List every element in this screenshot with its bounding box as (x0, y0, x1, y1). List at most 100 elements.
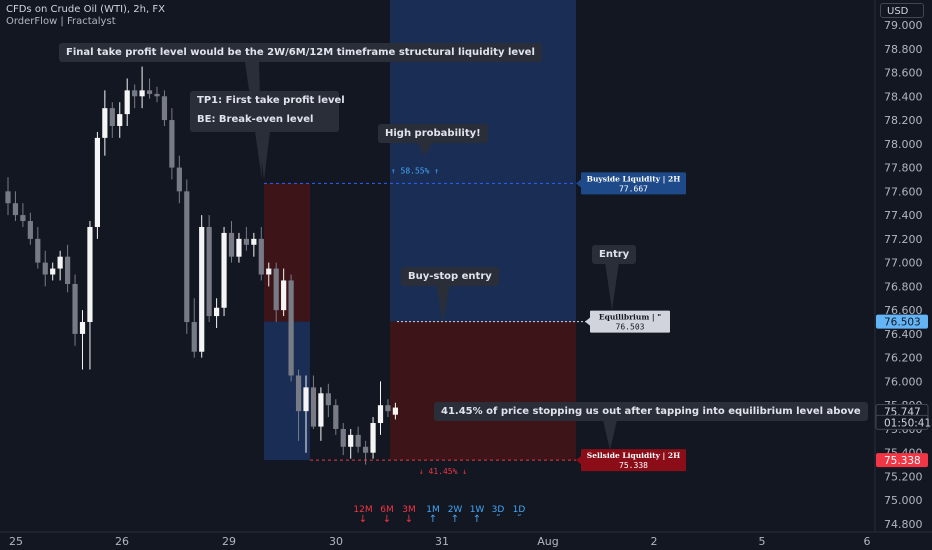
candle-body (12, 203, 19, 216)
price-tick: 74.800 (884, 518, 923, 531)
candle-body (295, 375, 302, 412)
price-tick: 77.000 (884, 257, 923, 270)
timeframe-label: 12M (353, 505, 373, 515)
candle-body (20, 215, 26, 222)
candle-body (50, 268, 56, 275)
timeframe-3d[interactable]: 3D ˝ (487, 505, 509, 525)
tp1-text: TP1: First take profit level (197, 95, 345, 106)
timeframe-6m[interactable]: 6M ↓ (376, 505, 398, 525)
time-tick: Aug (537, 535, 558, 548)
candle-body (325, 393, 331, 406)
annotation-pointer (605, 262, 619, 310)
price-axis: 79.000 78.800 78.600 78.400 78.200 78.000 77.8… (874, 0, 931, 532)
price-tick: 76.200 (884, 352, 923, 365)
price-tick: 77.400 (884, 209, 923, 222)
price-label-bg (876, 314, 928, 329)
timeframe-label: 3M (402, 505, 416, 515)
candle-body (318, 393, 324, 427)
buyside-label-pointer (576, 179, 581, 188)
candle-body (169, 120, 175, 168)
candle-body (191, 322, 197, 352)
timeframe-12m[interactable]: 12M ↓ (352, 505, 374, 525)
liquidity-zones (264, 0, 576, 461)
currency-button[interactable]: USD (880, 3, 924, 18)
timeframe-label: 3D (491, 505, 505, 515)
price-label-bg (875, 414, 929, 430)
timeframe-label: 1D (512, 505, 526, 515)
annotation-pointer (257, 123, 271, 180)
time-tick: 25 (9, 535, 23, 548)
candle-body (348, 434, 354, 447)
candle-body (199, 226, 205, 352)
timeframe-3m[interactable]: 3M ↓ (398, 505, 420, 525)
candle-body (109, 108, 115, 126)
pause-icon: ˝ (516, 514, 522, 525)
price-tick: 77.600 (884, 185, 923, 198)
price-tick: 77.200 (884, 233, 923, 246)
annotation-pointer (418, 143, 432, 156)
price-tick: 78.000 (884, 138, 923, 151)
high-probability-note[interactable]: High probability! (378, 124, 488, 143)
candle-body (251, 238, 257, 245)
candle-body (303, 387, 309, 412)
sellside-label-title: Sellside Liquidity | 2H (587, 451, 680, 460)
price-tick: 78.400 (884, 90, 923, 103)
symbol-title[interactable]: CFDs on Crude Oil (WTI), 2h, FX (6, 4, 165, 15)
candle-body (236, 238, 242, 257)
arrow-up-icon: ↑ (450, 514, 460, 525)
candle-body (281, 280, 287, 311)
tp1-note[interactable]: TP1: First take profit level (190, 91, 345, 132)
sellside-label-value: 75.338 (619, 461, 648, 470)
prior-buy-zone (264, 321, 310, 461)
time-tick: 30 (329, 535, 343, 548)
candle-body (72, 284, 78, 334)
be-note: BE: Break-even level (197, 114, 314, 125)
timeframe-1m[interactable]: 1M ↑ (422, 505, 444, 525)
entry-note[interactable]: Entry (592, 245, 637, 264)
sellside-zone (390, 321, 576, 461)
time-axis: 25 26 29 30 31 Aug 2 5 6 (0, 531, 932, 548)
time-tick: 26 (115, 535, 129, 548)
final-tp-note[interactable]: Final take profit level would be the 2W/… (59, 43, 542, 62)
candle-body (176, 167, 182, 192)
time-tick: 5 (759, 535, 766, 548)
price-tick: 76.600 (884, 304, 923, 317)
price-tick: 78.600 (884, 67, 923, 80)
price-tick: 76.000 (884, 375, 923, 388)
candle-body (385, 405, 391, 412)
indicator-label[interactable]: OrderFlow | Fractalyst (6, 16, 116, 27)
time-tick: 29 (222, 535, 236, 548)
candle-body (333, 405, 339, 429)
arrow-down-icon: ↓ (382, 514, 392, 525)
candle-body (65, 256, 71, 285)
candle-body (117, 114, 123, 126)
buy-stop-note[interactable]: Buy-stop entry (401, 267, 499, 286)
arrow-up-icon: ↑ (428, 514, 438, 525)
sellside-label-pointer (576, 456, 581, 465)
arrow-down-icon: ↓ (404, 514, 414, 525)
percent-note[interactable]: 41.45% of price stopping us out after ta… (434, 402, 868, 421)
price-tick: 75.000 (884, 494, 923, 507)
candles (5, 66, 398, 465)
timeframe-2w[interactable]: 2W ↑ (444, 505, 466, 525)
price-tick: 78.200 (884, 114, 923, 127)
prior-sell-zone (264, 183, 310, 322)
candle-body (355, 434, 361, 447)
candle-body (161, 96, 168, 121)
price-tick: 77.800 (884, 162, 923, 175)
pause-icon: ˝ (495, 514, 501, 525)
buyside-label-value: 77.667 (619, 184, 648, 193)
timeframe-1d[interactable]: 1D ˝ (508, 505, 530, 525)
arrow-up-icon: ↑ (472, 514, 482, 525)
up-pct-label: ↑ 58.55% ↑ (391, 166, 439, 175)
candle-body (35, 238, 41, 263)
candle-body (27, 221, 33, 239)
candle-body (184, 191, 190, 323)
equilibrium-label-box (590, 310, 670, 333)
candle-body (57, 256, 63, 269)
timeframe-1w[interactable]: 1W ↑ (466, 505, 488, 525)
candle-body (221, 232, 227, 308)
candle-body (340, 428, 346, 447)
